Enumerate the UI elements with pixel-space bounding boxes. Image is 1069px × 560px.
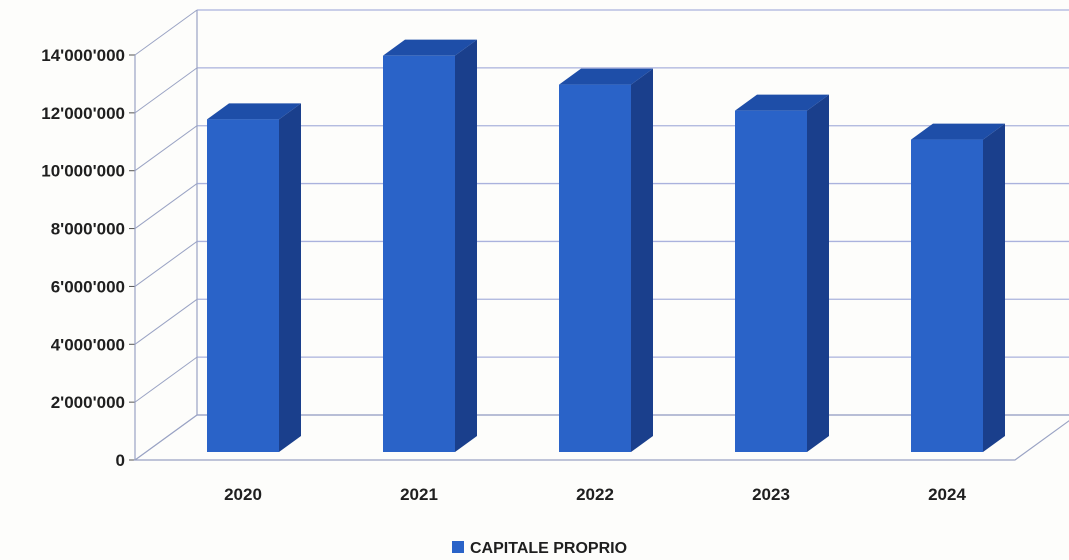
bar-top <box>383 39 477 56</box>
axes <box>129 10 1069 461</box>
side-wall-line <box>134 241 198 287</box>
x-tick-label: 2022 <box>576 485 614 504</box>
x-tick-label: 2024 <box>928 485 966 504</box>
y-tick-label: 8'000'000 <box>51 220 125 239</box>
bar-side <box>983 123 1005 453</box>
legend: CAPITALE PROPRIO <box>452 540 627 557</box>
chart-floor <box>133 414 1069 461</box>
bar-top <box>911 123 1005 140</box>
y-tick-label: 0 <box>116 451 125 470</box>
bar <box>559 84 631 452</box>
x-tick-label: 2023 <box>752 485 790 504</box>
y-tick-label: 12'000'000 <box>41 104 125 123</box>
bar <box>383 55 455 453</box>
side-wall-line <box>134 183 198 229</box>
bar-side <box>279 103 301 453</box>
y-tick-label: 6'000'000 <box>51 277 125 296</box>
bar <box>207 119 279 453</box>
y-tick-label: 10'000'000 <box>41 162 125 181</box>
bar-top <box>207 103 301 120</box>
side-wall-line <box>134 9 198 56</box>
bar-side <box>807 94 829 453</box>
y-tick-label: 2'000'000 <box>51 393 125 412</box>
y-tick-label: 4'000'000 <box>51 335 125 354</box>
bars <box>207 39 1005 453</box>
bar-top <box>559 68 653 85</box>
side-wall-line <box>134 298 198 345</box>
bar <box>735 110 807 453</box>
legend-label: CAPITALE PROPRIO <box>470 540 627 557</box>
side-wall-line <box>134 356 198 403</box>
bar-side <box>455 39 477 453</box>
bar-side <box>631 68 653 452</box>
y-tick-label: 14'000'000 <box>41 46 125 65</box>
legend-swatch <box>452 541 464 553</box>
side-wall-line <box>134 67 198 114</box>
x-tick-label: 2021 <box>400 485 438 504</box>
side-wall-line <box>134 125 198 172</box>
x-tick-label: 2020 <box>224 485 262 504</box>
tick-labels: 0 2'000'000 4'000'000 6'000'000 8'000'000 10'… <box>41 46 966 504</box>
bar <box>911 139 983 453</box>
bar-top <box>735 94 829 111</box>
